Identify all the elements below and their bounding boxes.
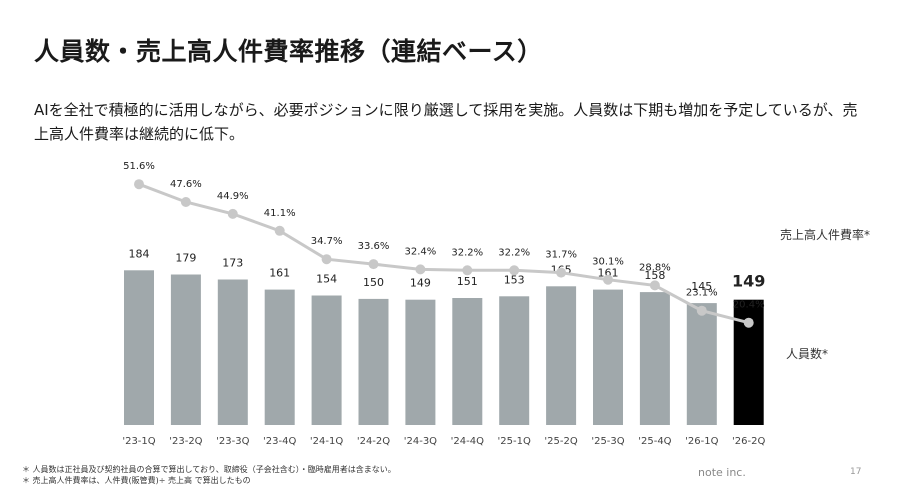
line-personnel-cost-ratio: [138, 182, 750, 325]
point-value-label: 47.6%: [170, 179, 202, 190]
point-value-label: 31.7%: [545, 250, 577, 261]
x-tick-label: '23-2Q: [169, 436, 202, 447]
bar-headcount: [358, 298, 389, 425]
bar-value-label: 150: [363, 276, 384, 289]
x-tick-label: '23-3Q: [216, 436, 249, 447]
x-tick-label: '24-4Q: [451, 436, 484, 447]
bar-headcount: [499, 296, 530, 425]
point-value-label: 32.4%: [405, 246, 437, 257]
point-personnel-cost-ratio: [649, 280, 660, 291]
bar-headcount: [124, 270, 154, 425]
point-value-label: 44.9%: [217, 191, 249, 202]
point-personnel-cost-ratio: [368, 259, 379, 270]
point-value-label: 51.6%: [123, 161, 155, 172]
point-personnel-cost-ratio: [415, 264, 426, 275]
slide-title: 人員数・売上高人件費率推移（連結ベース）: [34, 37, 543, 66]
point-personnel-cost-ratio: [743, 317, 754, 328]
point-personnel-cost-ratio: [274, 225, 285, 236]
x-tick-label: '24-1Q: [310, 436, 343, 447]
point-value-label: 33.6%: [358, 241, 390, 252]
point-value-label: 23.1%: [686, 288, 718, 299]
footnote-headcount: ＊ 人員数は正社員及び契約社員の合算で算出しており、取締役（子会社含む）・臨時雇…: [22, 465, 396, 474]
point-value-label: 32.2%: [451, 247, 483, 258]
x-tick-label: '23-1Q: [122, 436, 155, 447]
page-number: 17: [850, 467, 862, 477]
x-tick-label: '24-3Q: [404, 436, 437, 447]
bar-value-label: 149: [732, 272, 765, 291]
bar-value-label: 173: [222, 257, 243, 270]
x-tick-label: '25-1Q: [498, 436, 531, 447]
point-personnel-cost-ratio: [227, 208, 238, 219]
point-value-label: 20.4%: [733, 300, 765, 311]
point-personnel-cost-ratio: [696, 305, 707, 316]
point-personnel-cost-ratio: [603, 274, 613, 285]
bar-headcount: [452, 298, 483, 425]
point-value-label: 30.1%: [592, 257, 624, 268]
company-name: note inc.: [698, 466, 746, 479]
bar-headcount: [546, 286, 577, 425]
bar-headcount: [405, 299, 436, 425]
bar-value-label: 151: [457, 275, 478, 288]
point-value-label: 41.1%: [264, 208, 296, 219]
point-personnel-cost-ratio: [462, 265, 473, 276]
bar-headcount: [593, 289, 623, 425]
x-tick-label: '25-2Q: [544, 436, 577, 447]
bar-value-label: 161: [269, 267, 290, 280]
point-personnel-cost-ratio: [556, 267, 567, 278]
x-tick-label: '26-2Q: [732, 436, 765, 447]
footnotes: ＊ 人員数は正社員及び契約社員の合算で算出しており、取締役（子会社含む）・臨時雇…: [22, 464, 396, 486]
bar-value-label: 161: [598, 267, 619, 280]
bar-headcount: [217, 279, 248, 425]
bar-headcount: [170, 274, 201, 425]
x-tick-label: '25-3Q: [591, 436, 624, 447]
bar-headcount: [639, 292, 670, 425]
slide-description: AIを全社で積極的に活用しながら、必要ポジションに限り厳選して採用を実施。人員数…: [34, 101, 858, 143]
legend-headcount: 人員数*: [786, 347, 829, 361]
bar-value-label: 154: [316, 273, 337, 286]
legend-personnel-cost-ratio: 売上高人件費率*: [780, 228, 871, 242]
point-value-label: 34.7%: [311, 236, 343, 247]
x-tick-label: '25-4Q: [638, 436, 671, 447]
bar-headcount: [264, 289, 295, 425]
bar-headcount: [311, 295, 342, 425]
point-personnel-cost-ratio: [321, 254, 332, 265]
x-tick-label: '23-4Q: [263, 436, 296, 447]
point-personnel-cost-ratio: [509, 265, 520, 276]
x-tick-label: '24-2Q: [357, 436, 390, 447]
point-value-label: 32.2%: [498, 247, 530, 258]
bar-value-label: 149: [410, 277, 431, 290]
x-tick-label: '26-1Q: [685, 436, 718, 447]
bar-value-label: 179: [175, 252, 196, 265]
bar-value-label: 184: [129, 247, 150, 260]
bar-value-label: 158: [644, 269, 665, 282]
bar-headcount: [686, 303, 717, 425]
bar-value-label: 145: [691, 280, 712, 293]
point-value-label: 28.8%: [639, 262, 671, 273]
bar-value-label: 153: [504, 273, 525, 286]
point-personnel-cost-ratio: [134, 179, 144, 190]
footnote-cost-ratio: ＊ 売上高人件費率は、人件費(販管費)÷ 売上高 で算出したもの: [22, 476, 251, 485]
point-personnel-cost-ratio: [180, 197, 191, 207]
